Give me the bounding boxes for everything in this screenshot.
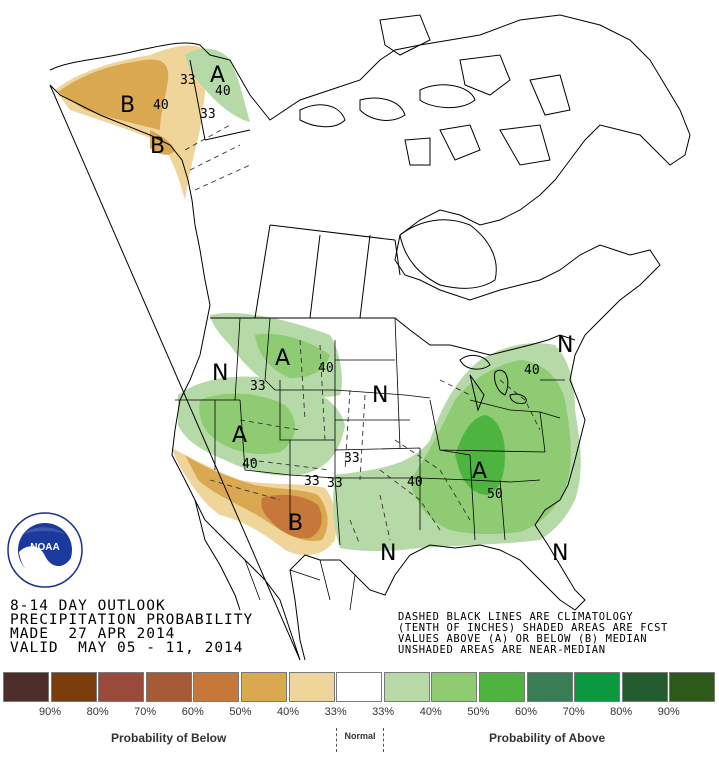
legend: 90% 80% 70% 60% 50% 40% 33% 33% 40% 50% 60% 70% 80% 9… — [0, 670, 719, 759]
baja — [194, 499, 241, 611]
climatology-lines — [184, 124, 541, 546]
east-40-label-a: 40 — [407, 475, 423, 490]
outlook-title-line: 8-14 DAY OUTLOOK — [10, 598, 166, 614]
alaska-33-label-a: 33 — [180, 73, 196, 88]
rockies-above-40 — [199, 393, 296, 455]
legend-swatch — [669, 672, 716, 702]
legend-swatch — [241, 672, 287, 702]
legend-percent-label: 40% — [419, 706, 442, 718]
alaska-below-40b — [150, 130, 175, 155]
legend-percent-label: 90% — [38, 706, 62, 718]
alaska-33-label-b: 33 — [200, 107, 216, 122]
note-line: DASHED BLACK LINES ARE CLIMATOLOGY — [398, 611, 634, 623]
above-caption: Probability of Above — [489, 731, 606, 745]
legend-percent-label: 50% — [467, 706, 490, 718]
mexico-lines — [244, 559, 356, 611]
east-above-50 — [455, 415, 505, 495]
arctic-islands — [299, 14, 571, 166]
texas-n-label: N — [380, 541, 396, 566]
east-a-label: A — [472, 459, 487, 484]
outlook-made-line: MADE 27 APR 2014 — [10, 626, 176, 642]
rockies-40-label: 40 — [242, 457, 258, 472]
nw-above-40 — [255, 333, 330, 378]
nw-40-label: 40 — [318, 361, 334, 376]
east-50-label: 50 — [487, 487, 503, 502]
noaa-logo: NOAA — [7, 512, 83, 588]
legend-swatch — [336, 672, 383, 702]
legend-percent-label: 70% — [134, 706, 157, 718]
ne-n-label: N — [557, 333, 573, 358]
nw-a-label: A — [275, 346, 290, 371]
legend-swatch — [431, 672, 478, 702]
yukon-a-label: A — [210, 63, 225, 88]
sw-33-label-b: 33 — [327, 476, 343, 491]
legend-swatch — [526, 672, 573, 702]
legend-percent-label: 50% — [229, 706, 252, 718]
legend-swatch — [288, 672, 335, 702]
legend-swatch — [3, 672, 49, 702]
legend-percent-label: 60% — [514, 706, 538, 718]
hudson-bay — [399, 219, 497, 289]
plains-33-label: 33 — [344, 451, 360, 466]
alaska-below-40 — [58, 59, 169, 130]
west-n-label: N — [212, 361, 228, 386]
outlook-title-line: PRECIPITATION PROBABILITY — [10, 612, 254, 628]
legend-swatch — [98, 672, 145, 702]
legend-swatch — [383, 672, 430, 702]
alaska-b2-label: B — [150, 134, 165, 159]
note-line: UNSHADED AREAS ARE NEAR-MEDIAN — [398, 644, 606, 656]
legend-percent-label: 40% — [276, 706, 300, 718]
se-n-label: N — [552, 541, 568, 566]
legend-swatch — [479, 672, 525, 702]
plains-n-label: N — [372, 383, 388, 408]
rockies-a-label: A — [232, 423, 247, 448]
west-33-label: 33 — [250, 379, 266, 394]
legend-swatch — [50, 672, 97, 702]
legend-swatch — [621, 672, 668, 702]
outlook-valid-line: VALID MAY 05 - 11, 2014 — [10, 640, 244, 656]
boundaries — [49, 14, 691, 661]
outlook-title-block: 8-14 DAY OUTLOOK PRECIPITATION PROBABILIT… — [10, 598, 254, 656]
yukon-above-33 — [185, 48, 250, 123]
normal-caption: Normal — [344, 731, 376, 741]
notes-block: DASHED BLACK LINES ARE CLIMATOLOGY (TENTH… — [398, 612, 668, 656]
sw-below-50 — [261, 494, 322, 539]
sw-33-label-a: 33 — [304, 474, 320, 489]
normal-divider-right — [383, 728, 384, 752]
legend-percent-label: 70% — [562, 706, 585, 718]
legend-percent-label: 90% — [657, 706, 680, 718]
legend-swatch — [193, 672, 240, 702]
canada-us-border — [210, 317, 576, 356]
great-lakes — [459, 354, 527, 412]
alaska-canada-border — [189, 59, 206, 141]
yukon-40-label: 40 — [215, 84, 231, 99]
alaska-40-label: 40 — [153, 98, 169, 113]
sw-b-label: B — [288, 511, 303, 536]
note-line: VALUES ABOVE (A) OR BELOW (B) MEDIAN — [398, 633, 648, 645]
legend-swatch — [574, 672, 621, 702]
province-lines — [204, 129, 401, 319]
east-40-label-b: 40 — [524, 363, 540, 378]
legend-percent-label: 33% — [372, 706, 395, 718]
coastline — [49, 14, 691, 661]
note-line: (TENTH OF INCHES) SHADED AREAS ARE FCST — [398, 622, 668, 634]
legend-swatch — [145, 672, 192, 702]
alaska-b-label: B — [120, 93, 135, 118]
below-caption: Probability of Below — [111, 731, 227, 745]
legend-percent-label: 33% — [324, 706, 347, 718]
legend-percent-label: 80% — [610, 706, 633, 718]
map-labels: B 40 33 33 B A 40 A 40 N 33 A 40 33 33 B… — [120, 63, 573, 566]
normal-divider-left — [336, 728, 337, 752]
noaa-logo-text: NOAA — [30, 542, 59, 553]
legend-percent-label: 80% — [86, 706, 109, 718]
precipitation-outlook-map: B 40 33 33 B A 40 A 40 N 33 A 40 33 33 B… — [49, 14, 691, 661]
legend-percent-label: 60% — [181, 706, 204, 718]
